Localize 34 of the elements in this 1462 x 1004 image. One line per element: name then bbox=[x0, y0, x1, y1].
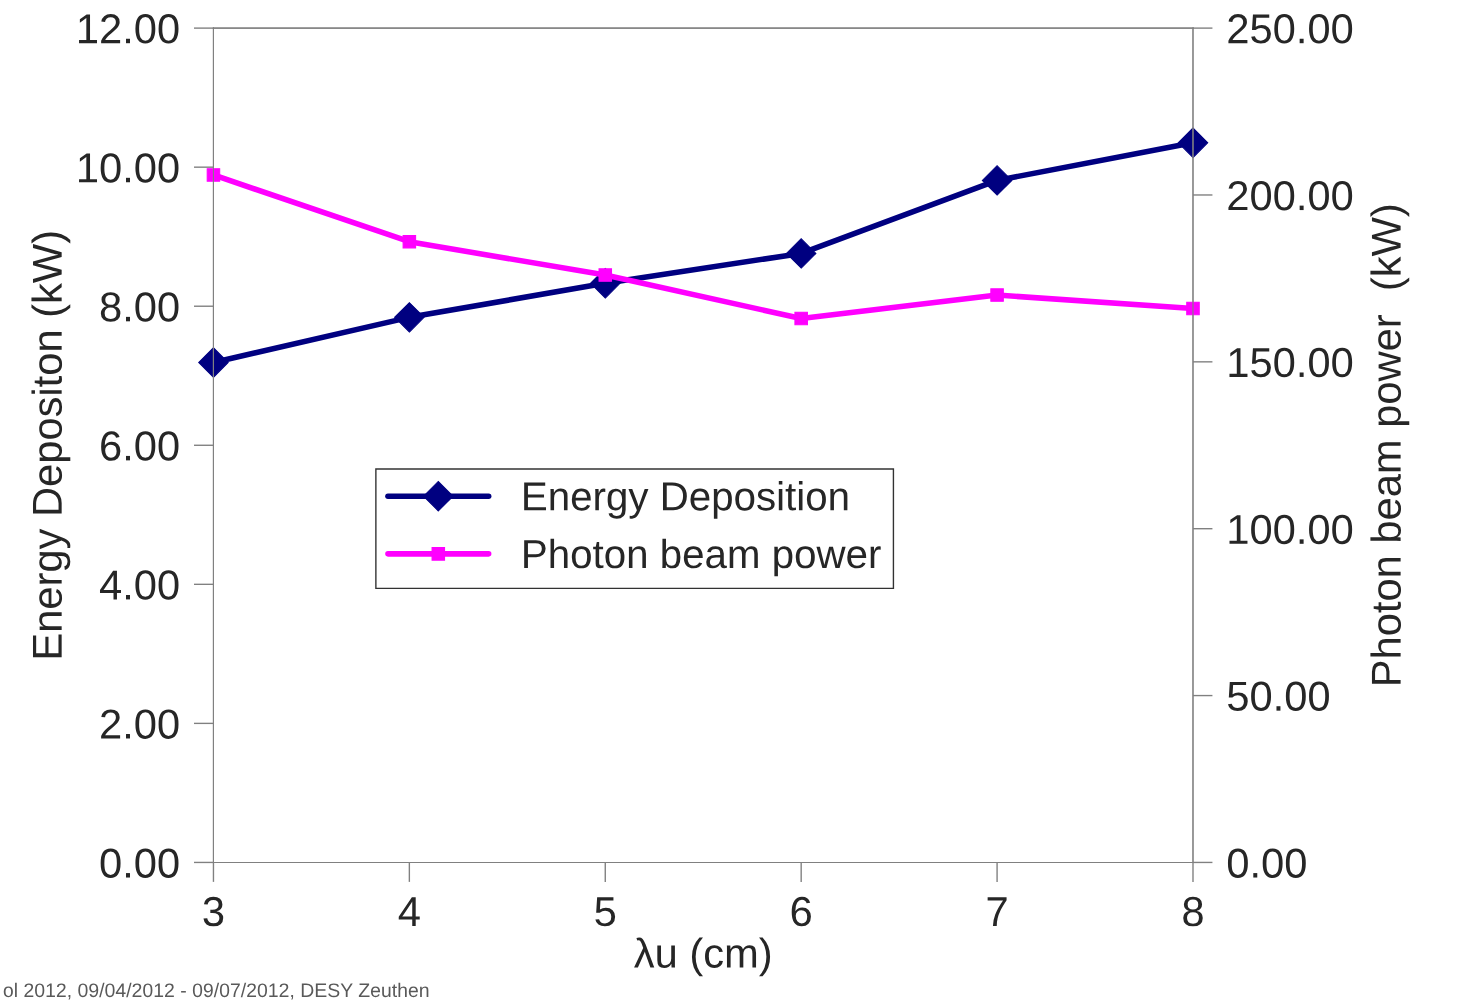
y2-tick-label: 50.00 bbox=[1227, 681, 1329, 712]
point bbox=[394, 302, 425, 333]
y2-tick-label: 150.00 bbox=[1229, 347, 1353, 378]
legend-label: Energy Deposition bbox=[524, 481, 848, 519]
y-tick-label: 6.00 bbox=[101, 431, 179, 461]
y-axis-title: Energy Depositon (kW) bbox=[31, 232, 71, 658]
y-tick-label: 10.00 bbox=[79, 153, 179, 183]
x-tick-label: 7 bbox=[987, 897, 1007, 926]
point bbox=[981, 165, 1013, 196]
y2-tick-label: 100.00 bbox=[1229, 514, 1353, 545]
y-tick-label: 2.00 bbox=[101, 709, 179, 739]
legend-label: Photon beam power bbox=[524, 538, 881, 577]
y2-tick-label: 250.00 bbox=[1228, 14, 1353, 44]
x-tick-label: 5 bbox=[595, 897, 616, 927]
point bbox=[206, 168, 221, 182]
y2-axis-title: Photon beam power (kW) bbox=[1370, 205, 1410, 684]
point bbox=[402, 234, 417, 249]
point bbox=[785, 238, 817, 269]
y-tick-label: 0.00 bbox=[100, 848, 179, 878]
x-tick-label: 6 bbox=[791, 896, 811, 927]
y-tick-label: 8.00 bbox=[100, 292, 179, 322]
y2-tick-label: 200.00 bbox=[1228, 180, 1353, 211]
x-tick-label: 4 bbox=[398, 897, 420, 926]
point bbox=[990, 288, 1004, 302]
x-tick-label: 3 bbox=[203, 896, 224, 927]
y-tick-label: 12.00 bbox=[79, 14, 179, 44]
x-axis-title: λu (cm) bbox=[634, 937, 771, 977]
y-tick-label: 4.00 bbox=[99, 570, 179, 600]
text: ol 2012, 09/04/2012 - 09/07/2012, DESY Zeuthen bbox=[3, 982, 429, 1000]
point bbox=[598, 268, 613, 282]
x-tick-label: 8 bbox=[1183, 896, 1203, 927]
point bbox=[794, 311, 808, 326]
y2-tick-label: 0.00 bbox=[1227, 848, 1306, 878]
point bbox=[198, 347, 229, 378]
